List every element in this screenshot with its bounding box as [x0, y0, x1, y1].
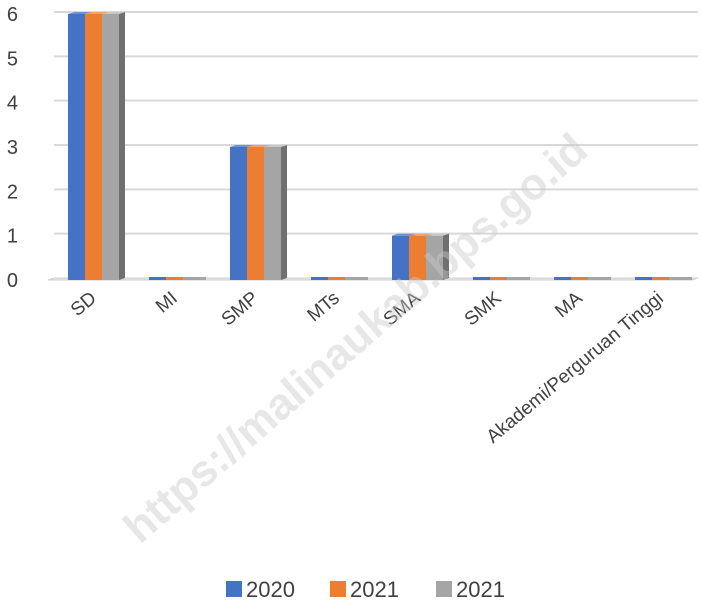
y-axis: 0 1 2 3 4 5 6	[7, 4, 18, 292]
legend-item-2: 2021	[330, 577, 399, 602]
y-tick-label: 6	[7, 4, 18, 26]
bar-front	[230, 147, 247, 280]
bar-side	[443, 233, 449, 280]
bar-front	[264, 147, 281, 280]
bar-sd-3	[102, 12, 125, 280]
bar-zero	[635, 277, 658, 280]
bar-zero	[166, 277, 189, 280]
bar-front	[68, 14, 85, 280]
bar-zero	[490, 277, 513, 280]
legend-item-3: 2021	[436, 577, 505, 602]
legend: 2020 2021 2021	[226, 577, 505, 602]
bar-front	[392, 235, 409, 280]
bar-top	[85, 12, 108, 14]
legend-swatch	[226, 581, 242, 597]
x-tick-label: SMK	[461, 288, 506, 331]
legend-swatch	[330, 581, 346, 597]
bar-side	[281, 145, 287, 280]
bar-zero	[554, 277, 577, 280]
bar-side	[119, 12, 125, 280]
y-tick-label: 4	[7, 93, 18, 115]
bar-mi-3	[183, 277, 206, 280]
bar-smk-3	[507, 277, 530, 280]
bar-ma-3	[588, 277, 611, 280]
legend-item-1: 2020	[226, 577, 295, 602]
bar-zero	[571, 277, 594, 280]
legend-label: 2021	[456, 577, 505, 602]
bar-front	[409, 235, 426, 280]
bar-top	[392, 233, 415, 236]
bar-top	[68, 12, 91, 14]
bar-zero	[345, 277, 368, 280]
bar-top	[247, 145, 270, 147]
bar-zero	[149, 277, 172, 280]
bars	[68, 12, 692, 280]
bar-zero	[669, 277, 692, 280]
bar-front	[247, 147, 264, 280]
bar-zero	[507, 277, 530, 280]
bar-zero	[311, 277, 334, 280]
y-tick-label: 1	[7, 226, 18, 248]
y-tick-label: 0	[7, 270, 18, 292]
y-tick-label: 3	[7, 137, 18, 159]
bar-top	[102, 12, 125, 14]
bar-sma-3	[426, 233, 449, 280]
bar-zero	[588, 277, 611, 280]
bar-front	[85, 14, 102, 280]
y-tick-label: 2	[7, 181, 18, 203]
x-tick-label: MA	[551, 288, 587, 323]
legend-swatch	[436, 581, 452, 597]
x-tick-label: SMP	[218, 288, 263, 331]
bar-smp-3	[264, 145, 287, 280]
bar-zero	[328, 277, 351, 280]
x-tick-label: SD	[67, 288, 101, 321]
bar-front	[426, 235, 443, 280]
y-tick-label: 5	[7, 48, 18, 70]
bar-zero	[473, 277, 496, 280]
bar-front	[102, 14, 119, 280]
bar-mts-3	[345, 277, 368, 280]
bar-zero	[652, 277, 675, 280]
legend-label: 2020	[246, 577, 295, 602]
legend-label: 2021	[350, 577, 399, 602]
bar-akademi-perguruan-tinggi-3	[669, 277, 692, 280]
bar-zero	[183, 277, 206, 280]
bar-top	[264, 145, 287, 147]
x-tick-label: MI	[152, 288, 182, 318]
bar-top	[409, 233, 432, 236]
bar-top	[230, 145, 253, 147]
gridlines	[54, 11, 698, 235]
bar-top	[426, 233, 449, 236]
